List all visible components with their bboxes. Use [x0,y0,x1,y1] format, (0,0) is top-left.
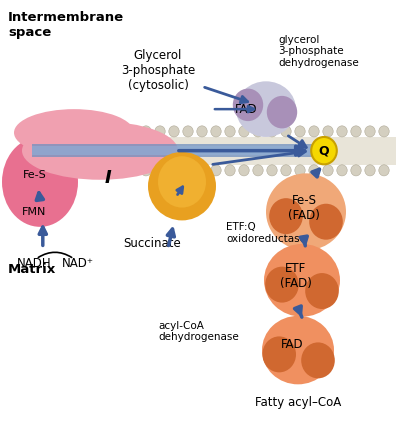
Circle shape [323,165,333,176]
Circle shape [337,165,347,176]
Text: Matrix: Matrix [8,263,56,276]
FancyBboxPatch shape [112,137,396,165]
Circle shape [281,165,291,176]
Text: II: II [171,171,185,189]
Text: FMN: FMN [22,207,46,217]
Text: NADH: NADH [17,257,51,270]
Circle shape [127,165,137,176]
Text: FAD: FAD [281,338,303,351]
FancyBboxPatch shape [32,146,316,155]
Ellipse shape [158,156,206,208]
Circle shape [267,165,277,176]
Circle shape [225,165,235,176]
Circle shape [225,126,235,137]
Circle shape [311,137,337,164]
Text: Glycerol
3-phosphate
(cytosolic): Glycerol 3-phosphate (cytosolic) [121,49,195,92]
Circle shape [169,165,179,176]
Circle shape [141,126,151,137]
Ellipse shape [22,122,178,180]
Ellipse shape [266,173,346,250]
Ellipse shape [267,96,297,128]
Circle shape [351,165,361,176]
Circle shape [239,165,249,176]
Circle shape [127,126,137,137]
Circle shape [281,126,291,137]
Circle shape [267,126,277,137]
Text: Fe-S: Fe-S [23,170,47,181]
Circle shape [337,126,347,137]
Text: Intermembrane
space: Intermembrane space [8,11,124,39]
Circle shape [211,165,221,176]
Text: Fe-S
(FAD): Fe-S (FAD) [288,193,320,222]
Circle shape [379,165,389,176]
Ellipse shape [236,81,296,137]
Circle shape [197,165,207,176]
Ellipse shape [301,342,335,378]
Text: Fe-S: Fe-S [182,160,206,170]
Circle shape [309,165,319,176]
Circle shape [351,126,361,137]
Circle shape [365,165,375,176]
Text: Fatty acyl–CoA: Fatty acyl–CoA [255,396,341,409]
Ellipse shape [305,273,339,309]
Text: acyl-CoA
dehydrogenase: acyl-CoA dehydrogenase [158,321,239,342]
Text: Q: Q [319,144,329,157]
Ellipse shape [2,137,78,227]
Circle shape [183,165,193,176]
Circle shape [309,126,319,137]
Ellipse shape [14,109,134,156]
Circle shape [113,165,123,176]
Text: NAD⁺: NAD⁺ [62,257,94,270]
Text: ETF
(FAD): ETF (FAD) [280,262,312,290]
Circle shape [239,126,249,137]
Text: FAD: FAD [235,103,257,116]
Circle shape [155,165,165,176]
Circle shape [295,165,305,176]
Circle shape [211,126,221,137]
Ellipse shape [262,316,334,384]
Circle shape [365,126,375,137]
Ellipse shape [265,267,299,303]
FancyBboxPatch shape [32,144,320,157]
Circle shape [155,126,165,137]
Circle shape [183,126,193,137]
Circle shape [169,126,179,137]
Circle shape [379,126,389,137]
Circle shape [295,126,305,137]
Ellipse shape [233,89,263,121]
Text: glycerol
3-phosphate
dehydrogenase: glycerol 3-phosphate dehydrogenase [278,35,359,68]
Circle shape [323,126,333,137]
Text: Succinate: Succinate [123,238,181,250]
Text: I: I [105,169,111,187]
Text: FAD: FAD [167,190,189,200]
Circle shape [113,126,123,137]
Circle shape [197,126,207,137]
Ellipse shape [264,244,340,317]
Text: ETF:Q
oxidoreductase: ETF:Q oxidoreductase [226,223,306,244]
Ellipse shape [269,198,303,234]
Circle shape [253,126,263,137]
Ellipse shape [148,152,216,220]
Ellipse shape [262,336,296,372]
Ellipse shape [309,204,343,240]
Circle shape [141,165,151,176]
Circle shape [253,165,263,176]
